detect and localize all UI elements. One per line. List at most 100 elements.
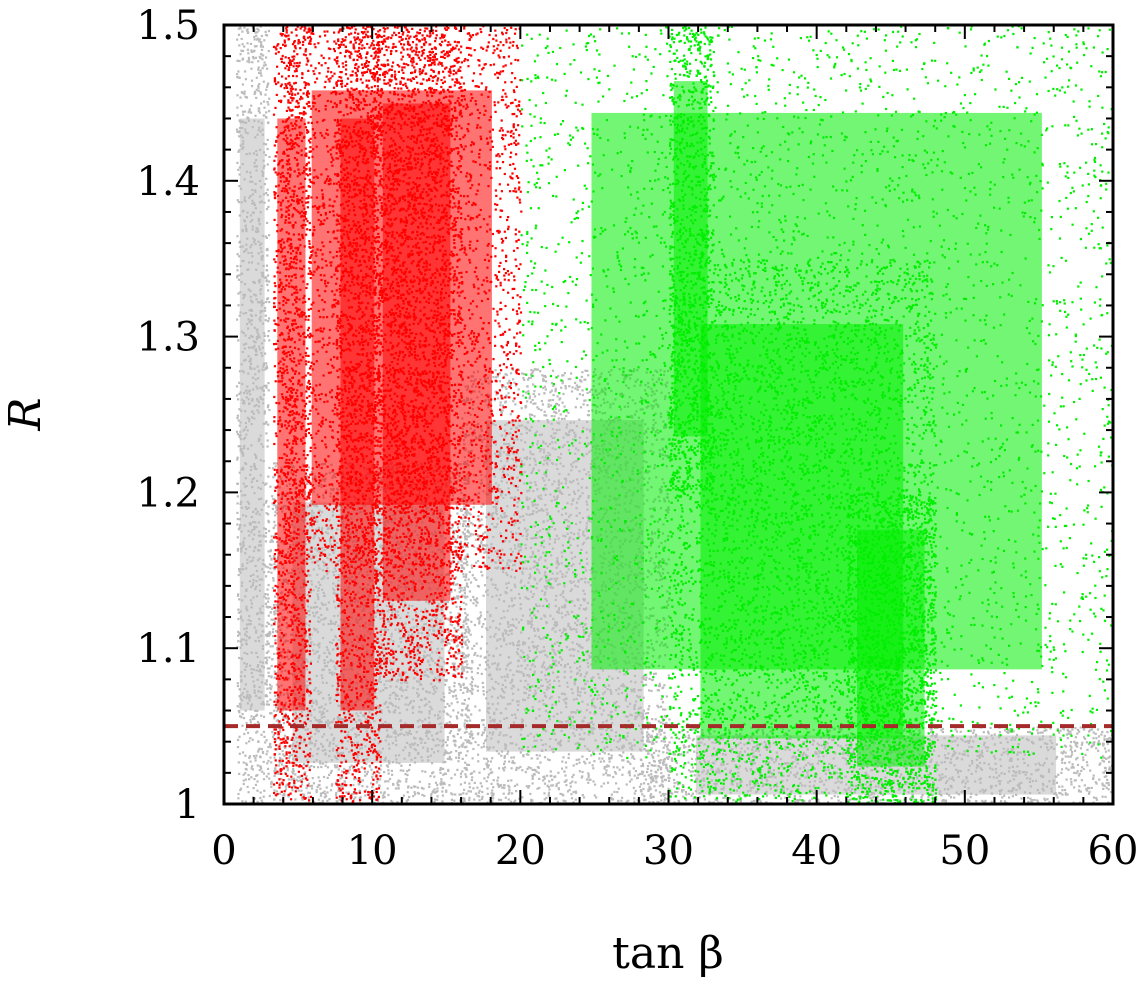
data-point <box>237 419 240 422</box>
data-point <box>616 791 619 794</box>
data-point <box>459 685 462 688</box>
data-point <box>255 34 258 37</box>
data-point <box>236 253 239 256</box>
data-point <box>290 778 293 781</box>
data-point <box>265 420 268 424</box>
data-point <box>465 767 468 770</box>
data-point <box>333 764 336 767</box>
data-point <box>299 779 302 782</box>
data-point <box>462 513 465 516</box>
data-point <box>237 33 241 36</box>
data-point <box>605 765 608 768</box>
data-point <box>317 776 320 779</box>
data-point <box>241 713 244 716</box>
data-point <box>329 789 333 792</box>
data-point <box>345 791 348 794</box>
data-point <box>447 650 450 653</box>
data-point <box>444 683 447 686</box>
data-point <box>466 690 469 693</box>
data-point <box>413 791 416 794</box>
data-point <box>260 41 263 44</box>
data-point <box>236 235 239 238</box>
data-point <box>243 732 246 736</box>
data-point <box>249 760 252 763</box>
data-point <box>248 61 251 64</box>
data-point <box>285 716 288 720</box>
data-point <box>466 647 469 650</box>
data-point <box>268 110 271 113</box>
data-point <box>392 783 395 786</box>
data-point <box>334 766 337 769</box>
data-point <box>264 593 267 596</box>
data-point <box>236 495 239 498</box>
data-point <box>259 796 262 800</box>
data-point <box>564 385 567 388</box>
data-point <box>459 509 462 512</box>
data-point <box>361 779 365 782</box>
data-point <box>467 531 470 534</box>
data-point <box>587 410 590 413</box>
data-point <box>250 715 253 718</box>
data-point <box>557 404 560 407</box>
data-point <box>467 578 470 581</box>
data-point <box>480 746 483 749</box>
data-point <box>255 754 258 757</box>
data-point <box>343 767 346 770</box>
data-point <box>450 702 453 705</box>
data-point <box>275 603 278 606</box>
data-point <box>593 794 596 797</box>
data-point <box>264 235 267 238</box>
data-point <box>359 779 362 782</box>
data-point <box>264 352 267 355</box>
data-point <box>320 765 323 769</box>
data-point <box>241 91 244 95</box>
data-point <box>239 789 242 792</box>
data-point <box>445 790 448 793</box>
data-point <box>248 108 251 111</box>
data-point <box>463 766 466 770</box>
data-point <box>266 147 269 151</box>
data-point <box>612 766 615 769</box>
data-point <box>271 731 274 734</box>
data-point <box>283 793 286 796</box>
data-point <box>445 789 448 792</box>
data-point <box>444 760 447 763</box>
data-point <box>421 770 424 773</box>
data-point <box>266 274 270 277</box>
data-point <box>308 766 311 769</box>
data-point <box>236 511 239 514</box>
data-point <box>242 761 245 764</box>
data-point <box>467 697 470 700</box>
data-point <box>400 764 403 767</box>
data-point <box>453 685 456 688</box>
data-point <box>455 697 458 700</box>
data-point <box>414 793 417 796</box>
data-point <box>456 583 459 586</box>
data-point <box>460 589 463 592</box>
data-point <box>259 91 262 94</box>
data-point <box>240 37 243 40</box>
data-point <box>267 634 271 637</box>
data-point <box>464 555 467 558</box>
data-point <box>430 793 433 796</box>
data-point <box>322 762 325 765</box>
data-point <box>441 782 444 785</box>
data-point <box>267 570 270 573</box>
data-point <box>260 799 263 802</box>
data-point <box>267 121 270 124</box>
data-point <box>444 679 447 682</box>
data-point <box>240 49 243 52</box>
data-point <box>271 507 274 511</box>
data-point <box>264 602 267 605</box>
data-point <box>273 756 276 759</box>
data-point <box>257 109 260 112</box>
data-point <box>241 110 245 113</box>
data-point <box>475 597 479 600</box>
data-point <box>341 784 344 787</box>
data-point <box>317 766 320 769</box>
data-point <box>266 254 269 257</box>
data-point <box>274 595 277 598</box>
data-point <box>453 681 456 685</box>
data-point <box>266 700 269 703</box>
